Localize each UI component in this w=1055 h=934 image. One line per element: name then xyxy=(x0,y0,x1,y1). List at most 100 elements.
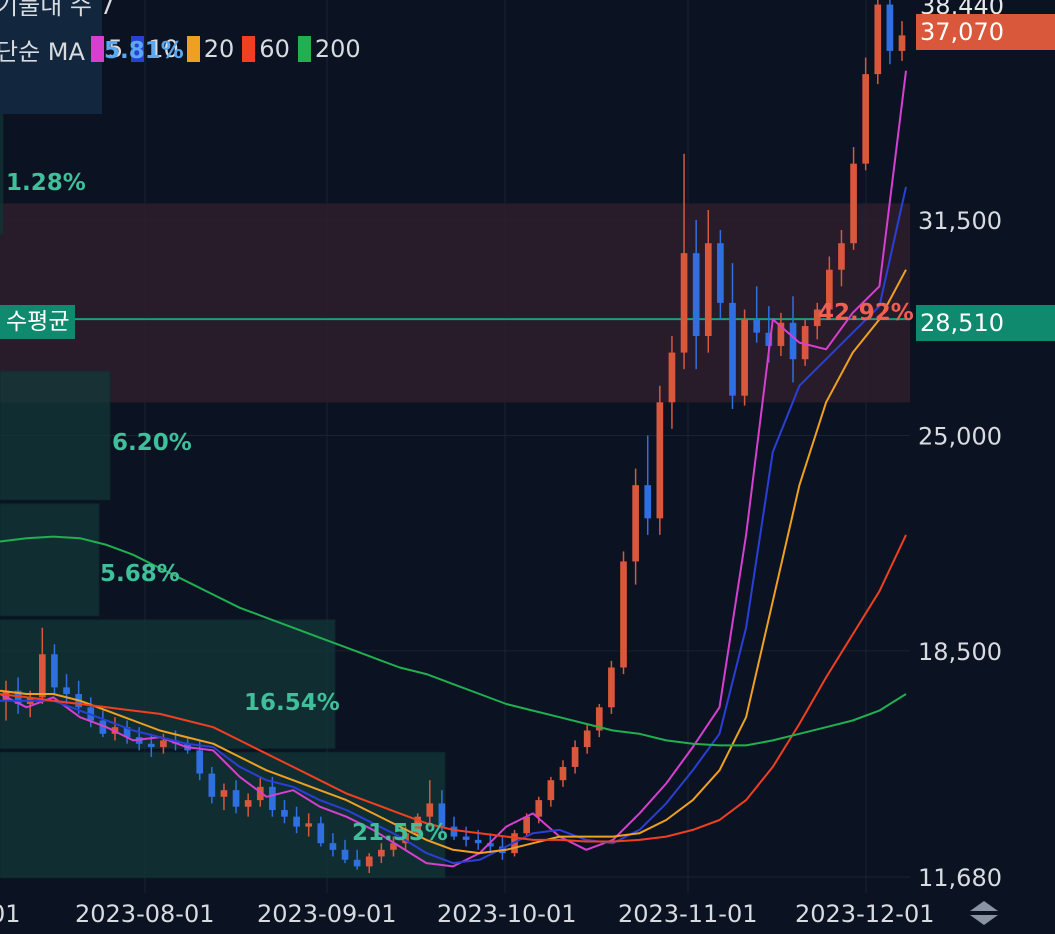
candle-body xyxy=(269,786,276,811)
candle-body xyxy=(281,810,288,817)
ma20-label: 20 xyxy=(203,35,235,63)
candle-body xyxy=(692,253,700,337)
candle-body xyxy=(244,800,252,807)
top-clipped-title: 기물내 수 7 xyxy=(0,0,115,20)
volume-profile-bar xyxy=(0,619,336,749)
ma-line-200 xyxy=(0,535,907,747)
candle-body xyxy=(608,667,615,708)
candle-body xyxy=(680,253,688,353)
volume-profile-label-6: 42.92% xyxy=(818,300,914,326)
candle-body xyxy=(632,485,639,562)
volume-profile-bar xyxy=(0,503,100,617)
candle-body xyxy=(777,322,785,346)
ma-legend: 단순 MA 5 10 20 60 200 xyxy=(0,32,363,66)
candle-body xyxy=(256,786,264,801)
candle-body xyxy=(620,561,627,668)
candle-body xyxy=(789,322,797,360)
candle-body xyxy=(293,816,300,827)
candle-body xyxy=(147,743,155,748)
volume-profile-label-2: 6.20% xyxy=(112,430,192,456)
candle-body xyxy=(232,790,240,807)
x-tick-label: 2023-08-01 xyxy=(75,900,214,928)
candle-body xyxy=(862,74,870,164)
candle-body xyxy=(741,319,748,396)
candle-body xyxy=(123,727,131,738)
candle-body xyxy=(704,243,712,337)
candle-body xyxy=(14,690,22,704)
y-tick-label: 31,500 xyxy=(918,207,1002,235)
candle-body xyxy=(523,816,530,834)
candle-body xyxy=(729,302,736,396)
ma5-swatch xyxy=(90,36,104,62)
ma5-label: 5 xyxy=(107,35,124,63)
ma-overlay-percent: 5.81% xyxy=(104,38,184,64)
candle-body xyxy=(765,332,773,346)
volume-profile-label-1: 1.28% xyxy=(6,170,86,196)
volume-profile-label-5: 21.55% xyxy=(352,820,448,846)
current-price-tag: 37,070 xyxy=(916,14,1055,50)
x-tick-label: 2023-11-01 xyxy=(618,900,757,928)
y-tick-label: 11,680 xyxy=(918,864,1002,892)
y-tick-label: 18,500 xyxy=(918,638,1002,666)
candle-body xyxy=(559,766,567,781)
header-panel xyxy=(0,0,102,114)
candle-body xyxy=(353,859,361,867)
candle-body xyxy=(886,4,894,51)
ma10-swatch xyxy=(131,36,145,62)
candle-body xyxy=(220,790,228,797)
candle-body xyxy=(38,654,46,698)
candle-body xyxy=(341,849,349,860)
x-tick-label: 2023-12-01 xyxy=(795,900,934,928)
candle-body xyxy=(462,836,470,840)
ma60-swatch xyxy=(242,36,256,62)
candle-body xyxy=(378,849,385,857)
candle-body xyxy=(196,750,204,774)
x-tick-label: 2023-10-01 xyxy=(437,900,576,928)
ma60-label: 60 xyxy=(259,35,290,63)
candle-body xyxy=(801,326,809,360)
candle-body xyxy=(668,352,676,403)
candle-body xyxy=(51,654,58,688)
candle-body xyxy=(365,856,373,867)
volume-profile-bar xyxy=(0,370,111,501)
candle-body xyxy=(656,402,664,519)
x-tick-label: 01 xyxy=(0,900,21,928)
ma-line-5 xyxy=(0,70,907,868)
candle-body xyxy=(535,800,543,817)
candle-body xyxy=(426,803,434,817)
candle-body xyxy=(474,839,482,844)
candle-body xyxy=(414,816,422,834)
candle-body xyxy=(305,823,313,827)
x-tick-label: 2023-09-01 xyxy=(257,900,396,928)
candle-body xyxy=(644,485,652,519)
ma-line-20 xyxy=(0,269,907,855)
candle-body xyxy=(717,243,724,303)
axis-scale-toggle-icon[interactable] xyxy=(966,899,1002,927)
candle-body xyxy=(898,35,906,51)
ma200-swatch xyxy=(297,36,311,62)
candle-body xyxy=(390,843,397,850)
candle-body xyxy=(99,720,107,734)
ma-line-10 xyxy=(0,186,907,865)
ma200-label: 200 xyxy=(314,35,361,63)
highlight-band xyxy=(0,203,910,403)
candle-body xyxy=(826,269,833,310)
candle-body xyxy=(813,309,821,327)
candle-body xyxy=(402,833,409,844)
candle-body xyxy=(583,730,591,748)
y-tick-label: 25,000 xyxy=(918,422,1002,450)
ma20-swatch xyxy=(186,36,200,62)
ma-legend-prefix: 단순 MA xyxy=(0,37,85,66)
volume-profile-label-4: 16.54% xyxy=(244,690,340,716)
candle-body xyxy=(208,773,216,797)
candle-body xyxy=(63,687,70,695)
candle-body xyxy=(160,740,167,748)
candle-body xyxy=(753,319,761,333)
average-price-label: 수평균 xyxy=(0,305,76,339)
candle-body xyxy=(838,243,845,270)
volume-profile-label-3: 5.68% xyxy=(100,561,180,587)
candle-body xyxy=(317,823,325,844)
candle-body xyxy=(329,843,337,850)
